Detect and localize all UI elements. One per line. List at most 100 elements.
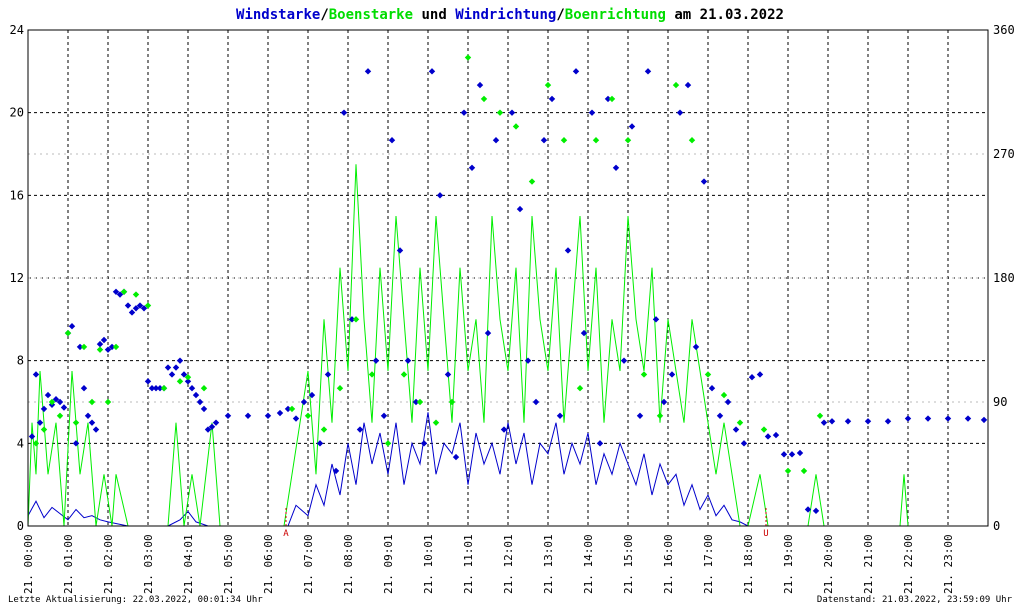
point-windrichtung: [28, 433, 36, 440]
point-windrichtung: [92, 426, 100, 433]
point-windrichtung: [380, 412, 388, 419]
point-windrichtung: [212, 419, 220, 426]
point-windrichtung: [708, 385, 716, 392]
point-windrichtung: [108, 343, 116, 351]
point-windrichtung: [812, 507, 820, 515]
point-windrichtung: [44, 391, 52, 399]
point-windrichtung: [492, 137, 500, 144]
y-tick-label-right: 90: [993, 395, 1007, 409]
point-windrichtung: [356, 426, 364, 433]
x-tick-label: 21. 10:01: [422, 534, 435, 594]
point-boenrichtung: [176, 378, 184, 385]
point-windrichtung: [56, 398, 64, 406]
y-tick-label-left: 16: [10, 188, 24, 202]
point-windrichtung: [372, 357, 380, 364]
point-windrichtung: [500, 426, 508, 433]
point-windrichtung: [84, 412, 92, 419]
x-tick-label: 21. 11:01: [462, 534, 475, 594]
point-windrichtung: [652, 316, 660, 323]
point-windrichtung: [748, 374, 756, 381]
x-tick-label: 21. 01:00: [62, 534, 75, 594]
point-windrichtung: [516, 205, 524, 213]
point-windrichtung: [152, 385, 160, 392]
x-tick-label: 21. 23:00: [942, 534, 955, 594]
point-windrichtung: [172, 364, 180, 371]
point-boenrichtung: [144, 302, 152, 309]
point-boenrichtung: [104, 398, 112, 406]
x-tick-label: 21. 13:01: [542, 534, 555, 594]
point-windrichtung: [444, 371, 452, 378]
point-boenrichtung: [88, 398, 96, 406]
event-marker-label: U: [763, 529, 768, 539]
point-windrichtung: [244, 412, 252, 419]
x-tick-label: 21. 06:00: [262, 534, 275, 594]
point-boenrichtung: [544, 81, 552, 89]
point-windrichtung: [364, 68, 372, 75]
series-layer: [27, 54, 988, 527]
point-boenrichtung: [512, 123, 520, 130]
point-boenrichtung: [816, 412, 824, 419]
point-windrichtung: [716, 412, 724, 419]
point-windrichtung: [128, 309, 136, 316]
point-boenrichtung: [120, 288, 128, 295]
x-tick-label: 21. 15:00: [622, 534, 635, 594]
point-windrichtung: [200, 405, 208, 413]
point-windrichtung: [204, 426, 212, 433]
series-line-boenstarke: [27, 164, 984, 527]
y-tick-label-right: 360: [993, 23, 1015, 37]
point-windrichtung: [164, 364, 172, 371]
point-boenrichtung: [688, 137, 696, 144]
y-tick-label-right: 270: [993, 147, 1015, 161]
point-boenrichtung: [200, 385, 208, 392]
x-tick-label: 21. 03:00: [142, 534, 155, 594]
x-tick-label: 21. 07:00: [302, 534, 315, 594]
point-boenrichtung: [640, 371, 648, 378]
point-windrichtung: [276, 409, 284, 417]
point-windrichtung: [484, 329, 492, 337]
point-windrichtung: [348, 316, 356, 323]
x-tick-label: 21. 20:00: [822, 534, 835, 594]
title-windrichtung: Windrichtung: [455, 7, 556, 23]
x-tick-label: 21. 17:00: [702, 534, 715, 594]
point-windrichtung: [844, 418, 852, 425]
point-windrichtung: [332, 467, 340, 475]
point-windrichtung: [40, 405, 48, 413]
point-windrichtung: [136, 302, 144, 309]
point-windrichtung: [264, 412, 272, 419]
point-windrichtung: [176, 357, 184, 364]
x-tick-label: 21. 02:00: [102, 534, 115, 594]
point-windrichtung: [132, 305, 140, 312]
point-windrichtung: [828, 418, 836, 425]
point-boenrichtung: [72, 419, 80, 426]
x-tick-label: 21. 16:00: [662, 534, 675, 594]
point-windrichtung: [944, 415, 952, 422]
point-windrichtung: [780, 451, 788, 458]
point-windrichtung: [864, 418, 872, 425]
point-windrichtung: [88, 419, 96, 426]
point-boenrichtung: [528, 178, 536, 185]
point-windrichtung: [524, 357, 532, 364]
grid: [28, 30, 988, 526]
point-windrichtung: [556, 412, 564, 419]
point-windrichtung: [300, 398, 308, 406]
point-boenrichtung: [720, 391, 728, 399]
point-windrichtung: [740, 440, 748, 447]
point-windrichtung: [52, 396, 60, 403]
point-windrichtung: [412, 398, 420, 406]
point-windrichtung: [532, 398, 540, 406]
point-windrichtung: [628, 123, 636, 130]
point-windrichtung: [796, 449, 804, 457]
x-tick-label: 21. 19:00: [782, 534, 795, 594]
point-windrichtung: [192, 391, 200, 399]
point-windrichtung: [148, 385, 156, 392]
title-boenstarke: Boenstarke: [329, 7, 413, 23]
point-windrichtung: [208, 423, 216, 430]
point-windrichtung: [156, 385, 164, 392]
point-boenrichtung: [496, 109, 504, 116]
point-windrichtung: [144, 378, 152, 385]
x-tick-label: 21. 08:00: [342, 534, 355, 594]
y-tick-label-left: 8: [17, 354, 24, 368]
point-windrichtung: [580, 329, 588, 337]
point-boenrichtung: [736, 419, 744, 426]
